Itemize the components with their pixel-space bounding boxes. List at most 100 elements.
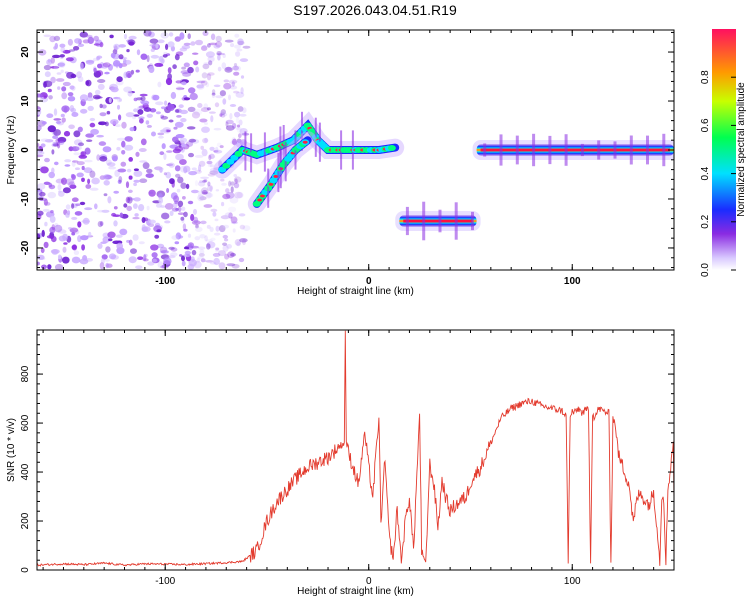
- noise-blob: [188, 138, 197, 143]
- noise-blob: [171, 207, 179, 212]
- track-core: [302, 140, 308, 144]
- noise-blob: [137, 256, 144, 261]
- noise-blob: [170, 252, 178, 257]
- noise-blob: [187, 66, 194, 74]
- noise-blob: [63, 106, 68, 114]
- noise-blob: [174, 36, 181, 42]
- noise-blob: [183, 97, 191, 101]
- noise-blob: [209, 167, 219, 173]
- noise-blob: [222, 98, 227, 105]
- noise-blob: [190, 256, 195, 262]
- noise-blob: [199, 118, 208, 123]
- noise-blob: [160, 250, 169, 254]
- noise-blob: [181, 45, 191, 50]
- noise-blob: [239, 238, 248, 243]
- noise-blob: [174, 241, 180, 245]
- noise-blob: [207, 56, 215, 63]
- noise-blob: [225, 188, 230, 194]
- noise-blob: [173, 126, 178, 130]
- noise-blob: [58, 61, 66, 68]
- noise-blob: [158, 56, 163, 64]
- noise-blob: [202, 138, 209, 144]
- noise-blob: [221, 62, 227, 69]
- noise-blob: [87, 92, 93, 99]
- noise-blob: [105, 262, 110, 269]
- plot-frame-bottom: [36, 329, 675, 571]
- noise-blob: [124, 136, 133, 142]
- noise-blob: [37, 154, 44, 158]
- noise-blob: [165, 77, 173, 86]
- noise-blob: [51, 149, 55, 155]
- noise-blob: [122, 59, 132, 65]
- colorbar-label: Normalized spectral amplitude: [736, 82, 747, 217]
- noise-blob: [233, 65, 241, 72]
- noise-blob: [117, 96, 122, 103]
- noise-blob: [160, 32, 169, 39]
- chart-title: S197.2026.043.04.51.R19: [293, 2, 457, 18]
- noise-blob: [128, 239, 133, 246]
- noise-blob: [133, 168, 139, 171]
- noise-blob: [175, 232, 182, 240]
- noise-blob: [205, 260, 214, 263]
- noise-blob: [200, 258, 206, 263]
- noise-blob: [44, 221, 48, 227]
- noise-blob: [47, 58, 51, 63]
- noise-blob: [118, 44, 126, 48]
- noise-blob: [49, 226, 56, 234]
- noise-blob: [182, 196, 186, 200]
- noise-blob: [211, 89, 216, 95]
- noise-blob: [106, 162, 116, 167]
- noise-blob: [71, 232, 76, 236]
- noise-blob: [71, 197, 79, 202]
- noise-blob: [136, 49, 141, 56]
- noise-blob: [81, 219, 90, 223]
- noise-blob: [231, 122, 237, 129]
- noise-blob: [178, 206, 182, 213]
- noise-blob: [182, 223, 187, 231]
- signal-band-3: [395, 201, 481, 241]
- noise-blob: [200, 176, 210, 179]
- noise-blob: [41, 265, 48, 269]
- noise-blob: [97, 221, 103, 228]
- noise-blob: [116, 137, 126, 141]
- noise-blob: [71, 216, 78, 220]
- snr-line-group: [37, 330, 674, 567]
- noise-blob: [132, 116, 136, 120]
- snr-series-line: [37, 330, 674, 567]
- noise-blob: [240, 75, 245, 79]
- noise-blob: [199, 180, 203, 184]
- noise-blob: [201, 148, 208, 157]
- noise-blob: [85, 133, 95, 138]
- x-tick-label-top: 0: [366, 276, 372, 287]
- noise-blob: [54, 224, 63, 233]
- noise-blob: [50, 249, 60, 254]
- noise-blob: [37, 93, 43, 98]
- noise-blob: [221, 201, 225, 207]
- noise-blob: [179, 159, 187, 165]
- noise-blob: [52, 54, 61, 59]
- noise-blob: [148, 65, 155, 73]
- noise-blob: [155, 167, 165, 171]
- noise-blob: [44, 71, 51, 78]
- noise-blob: [54, 263, 64, 270]
- noise-blob: [68, 181, 76, 188]
- noise-blob: [73, 250, 80, 255]
- noise-blob: [183, 228, 188, 232]
- noise-blob: [217, 66, 222, 72]
- track-core: [260, 194, 265, 198]
- noise-blob: [200, 107, 210, 113]
- noise-blob: [177, 176, 184, 184]
- noise-blob: [181, 81, 187, 86]
- noise-blob: [221, 112, 228, 117]
- noise-blob: [57, 62, 65, 67]
- noise-blob: [242, 45, 251, 49]
- noise-blob: [224, 212, 233, 218]
- y-tick-label-top: 10: [20, 95, 31, 107]
- noise-blob: [106, 110, 111, 115]
- noise-blob: [148, 31, 155, 38]
- noise-blob: [43, 64, 52, 71]
- noise-blob: [227, 251, 235, 258]
- noise-blob: [160, 129, 167, 133]
- noise-blob: [118, 54, 124, 60]
